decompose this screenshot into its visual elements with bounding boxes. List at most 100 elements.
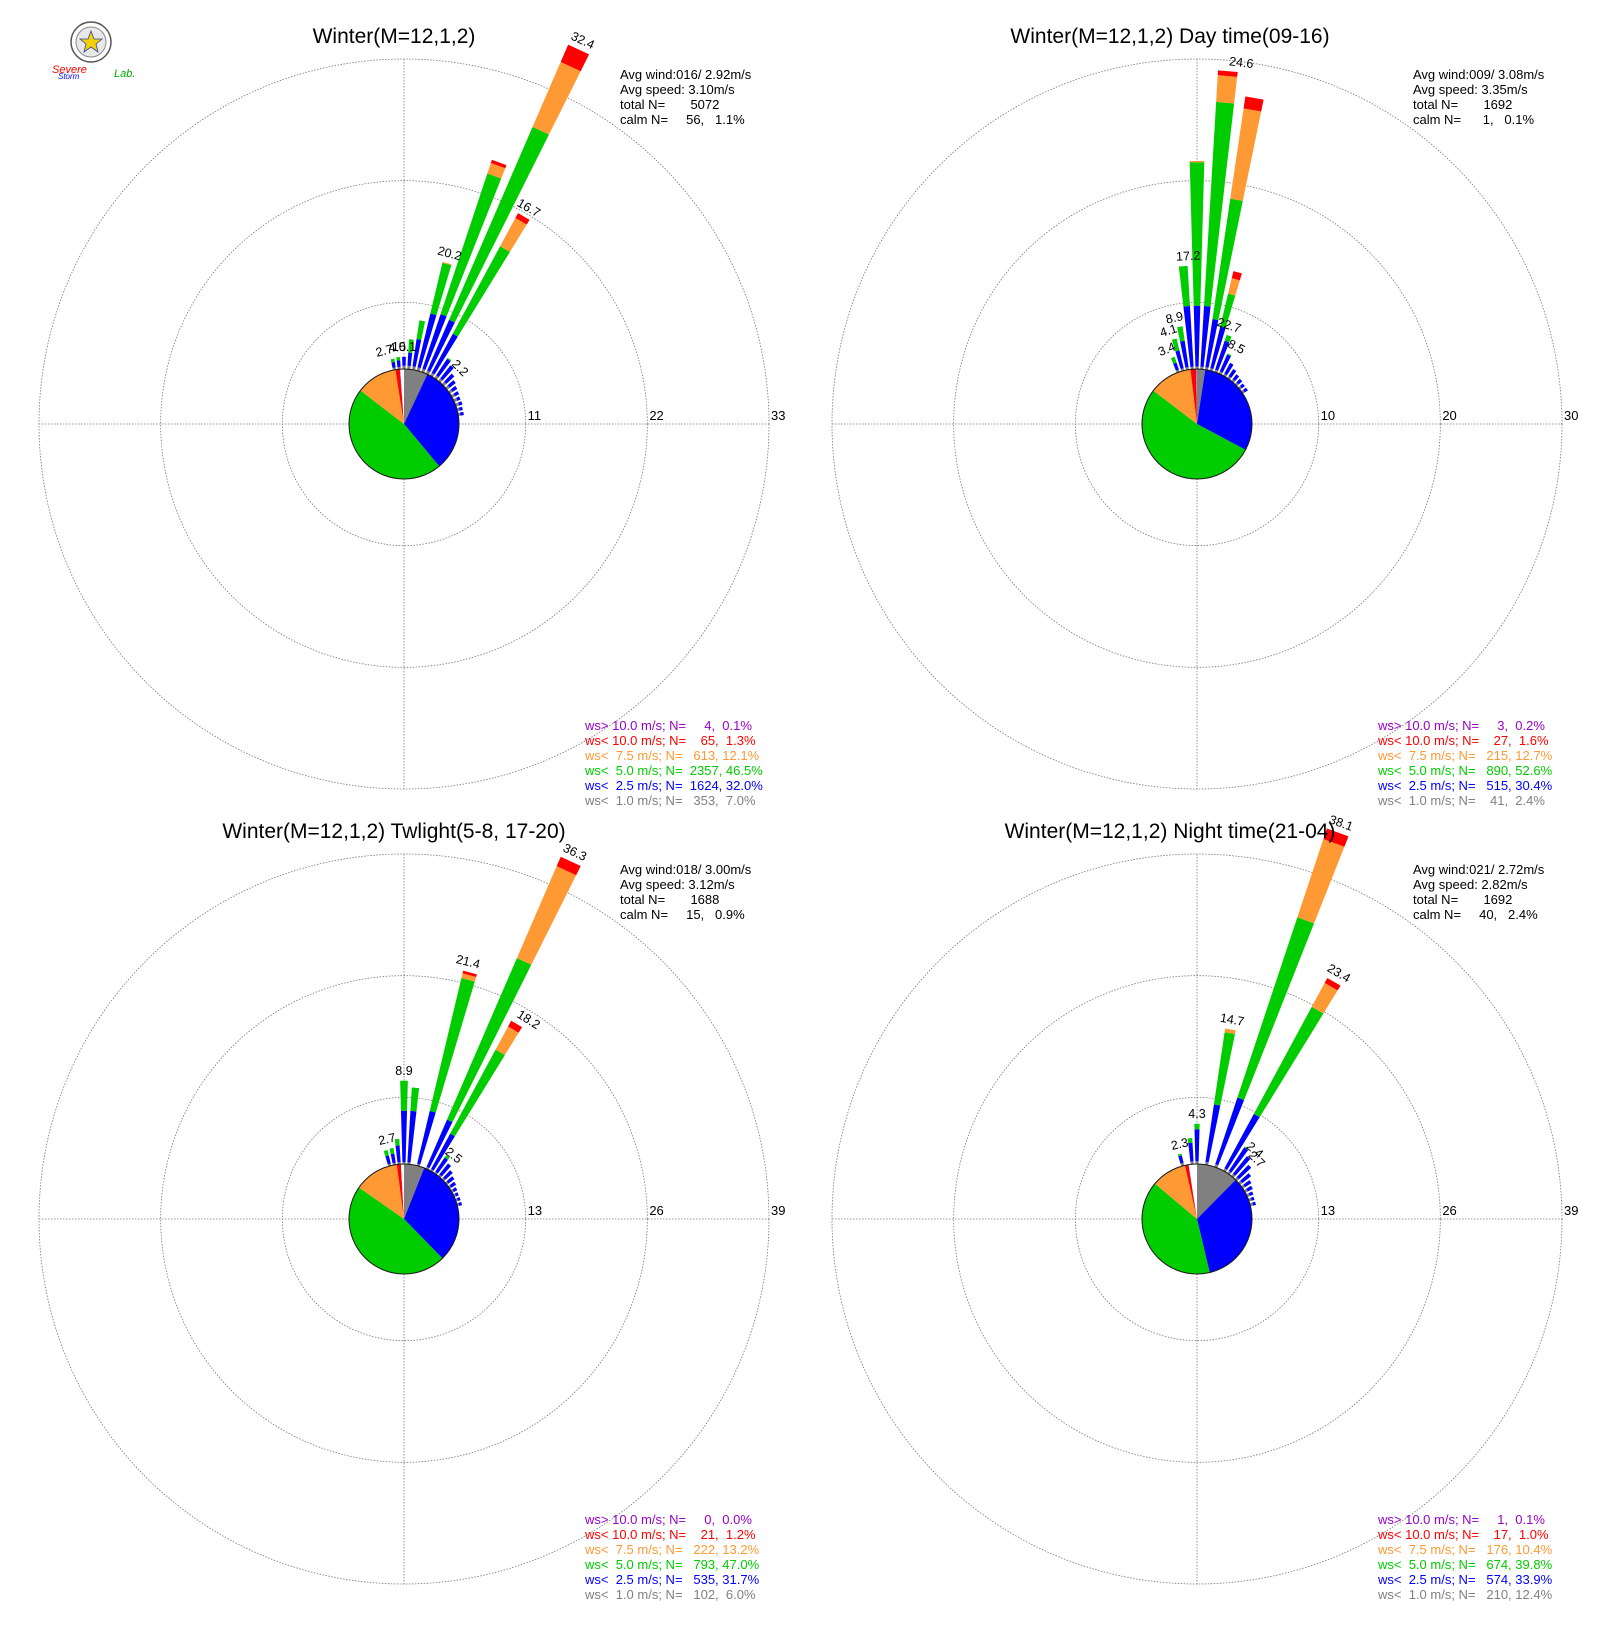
stats-line: Avg wind:021/ 2.72m/s <box>1413 862 1545 877</box>
pie-slice <box>1197 369 1252 450</box>
ring-label: 26 <box>1442 1203 1456 1218</box>
rose-bar-segment <box>431 333 458 375</box>
rose-bar-segment <box>1171 338 1180 352</box>
pie-outline <box>348 368 460 480</box>
rose-bar-segment <box>389 1147 395 1155</box>
rose-bar-segment <box>1246 1185 1253 1192</box>
rose-bar-segment <box>425 1166 430 1170</box>
rose-bar-segment <box>447 357 452 362</box>
rose-bar-segment <box>1232 1156 1251 1176</box>
rose-bar-segment <box>1224 1028 1236 1035</box>
rose-bar-segment <box>443 1170 453 1180</box>
pie-slice <box>349 1187 443 1274</box>
legend-entry: ws< 5.0 m/s; N= 2357, 46.5% <box>584 763 763 778</box>
rose-bar-segment <box>490 159 507 169</box>
stats-line: calm N= 56, 1.1% <box>620 112 745 127</box>
rose-bar-segment <box>1228 1147 1249 1173</box>
rose-bar-segment <box>1189 162 1205 306</box>
rose-bar-segment <box>442 261 452 266</box>
wind-rose-panel-2: 10 20 303.44.18.917.224.622.78.5Winter(M=1… <box>831 25 1578 808</box>
legend-entry: ws> 10.0 m/s; N= 0, 0.0% <box>584 1512 752 1527</box>
rose-bar-segment <box>444 1155 450 1160</box>
rose-bar-segment <box>1228 368 1237 378</box>
bar-value-label: 20.2 <box>436 244 463 264</box>
rose-bar-segment <box>1190 1161 1194 1165</box>
pie-slice <box>404 1164 425 1219</box>
rose-bar-segment <box>1230 108 1262 201</box>
rose-bar-segment <box>391 361 396 368</box>
legend-entry: ws< 2.5 m/s; N= 574, 33.9% <box>1377 1572 1553 1587</box>
rose-bar-segment <box>1239 383 1245 389</box>
rose-bar-segment <box>1241 389 1245 394</box>
pie-slice <box>399 369 404 424</box>
rose-bar-segment <box>1195 366 1199 370</box>
rose-bar-segment <box>456 396 461 401</box>
rose-bar-segment <box>452 1187 458 1192</box>
stats-line: total N= 5072 <box>620 97 719 112</box>
rose-bar-segment <box>455 1198 458 1202</box>
legend-entry: ws< 10.0 m/s; N= 17, 1.0% <box>1377 1527 1549 1542</box>
rose-bar-segment <box>430 1168 434 1173</box>
rose-bar-segment <box>1224 362 1234 376</box>
rose-bar-segment <box>1236 378 1243 385</box>
legend-entry: ws< 5.0 m/s; N= 890, 52.6% <box>1377 763 1553 778</box>
rose-bar-segment <box>1189 161 1205 163</box>
rose-bar-segment <box>560 44 590 72</box>
grid-ring <box>160 180 648 668</box>
ring-label: 22 <box>649 408 663 423</box>
rose-bar-segment <box>1205 1104 1221 1163</box>
legend-entry: ws> 10.0 m/s; N= 4, 0.1% <box>584 718 752 733</box>
pie-slice <box>404 368 428 424</box>
rose-bar-segment <box>556 856 581 876</box>
legend-entry: ws< 1.0 m/s; N= 41, 2.4% <box>1377 793 1545 808</box>
bar-value-label: 4.3 <box>1188 1107 1205 1121</box>
chart-title: Winter(M=12,1,2) Night time(21-04) <box>1005 820 1336 843</box>
pie-slice <box>404 1167 459 1259</box>
rose-bar-segment <box>1183 305 1194 367</box>
rose-bar-segment <box>1227 376 1232 380</box>
rose-bar-segment <box>1237 917 1315 1100</box>
rose-bar-segment <box>412 338 422 367</box>
pie-outline <box>1141 368 1253 480</box>
rose-bar-segment <box>1227 353 1232 357</box>
rose-bar-segment <box>447 380 456 388</box>
rose-bar-segment <box>445 1181 449 1185</box>
ring-label: 11 <box>528 408 542 423</box>
rose-bar-segment <box>453 1193 457 1198</box>
legend-entry: ws< 2.5 m/s; N= 535, 31.7% <box>584 1572 760 1587</box>
rose-bar-segment <box>434 1171 438 1175</box>
rose-bar-segment <box>458 1201 463 1206</box>
rose-bar-segment <box>532 61 581 135</box>
pie-outline <box>348 1163 460 1275</box>
rose-bar-segment <box>383 1150 389 1157</box>
rose-bar-segment <box>515 213 530 225</box>
rose-bar-segment <box>1216 75 1238 104</box>
rose-bar-segment <box>395 1145 401 1163</box>
wind-rose-panel-3: 13 26 392.78.921.436.318.22.5Winter(M=12,1… <box>38 820 785 1602</box>
rose-bar-segment <box>462 970 477 978</box>
rose-bar-segment <box>412 366 416 371</box>
rose-bar-segment <box>400 1080 408 1111</box>
logo-star-icon <box>78 29 104 53</box>
rose-bar-segment <box>440 365 454 381</box>
ring-label: 33 <box>771 408 785 423</box>
rose-bar-segment <box>396 360 401 368</box>
rose-bar-segment <box>394 1138 400 1146</box>
rose-bar-segment <box>1213 1032 1235 1106</box>
stats-line: calm N= 1, 0.1% <box>1413 112 1534 127</box>
rose-bar-segment <box>1231 378 1236 383</box>
rose-bar-segment <box>1205 319 1219 368</box>
rose-bar-segment <box>417 313 437 369</box>
rose-bar-segment <box>458 401 463 406</box>
rose-bar-segment <box>410 1087 420 1112</box>
rose-bar-segment <box>1187 1137 1193 1143</box>
rose-bar-segment <box>1244 1146 1249 1151</box>
rose-bar-segment <box>439 1163 452 1177</box>
rose-bar-segment <box>461 973 477 982</box>
legend-entry: ws< 7.5 m/s; N= 176, 10.4% <box>1377 1542 1553 1557</box>
rose-bar-segment <box>1253 1006 1324 1118</box>
rose-bar-segment <box>508 1020 523 1033</box>
rose-bar-segment <box>426 1119 453 1169</box>
ring-label: 20 <box>1442 408 1456 423</box>
rose-bar-segment <box>1195 1161 1199 1165</box>
